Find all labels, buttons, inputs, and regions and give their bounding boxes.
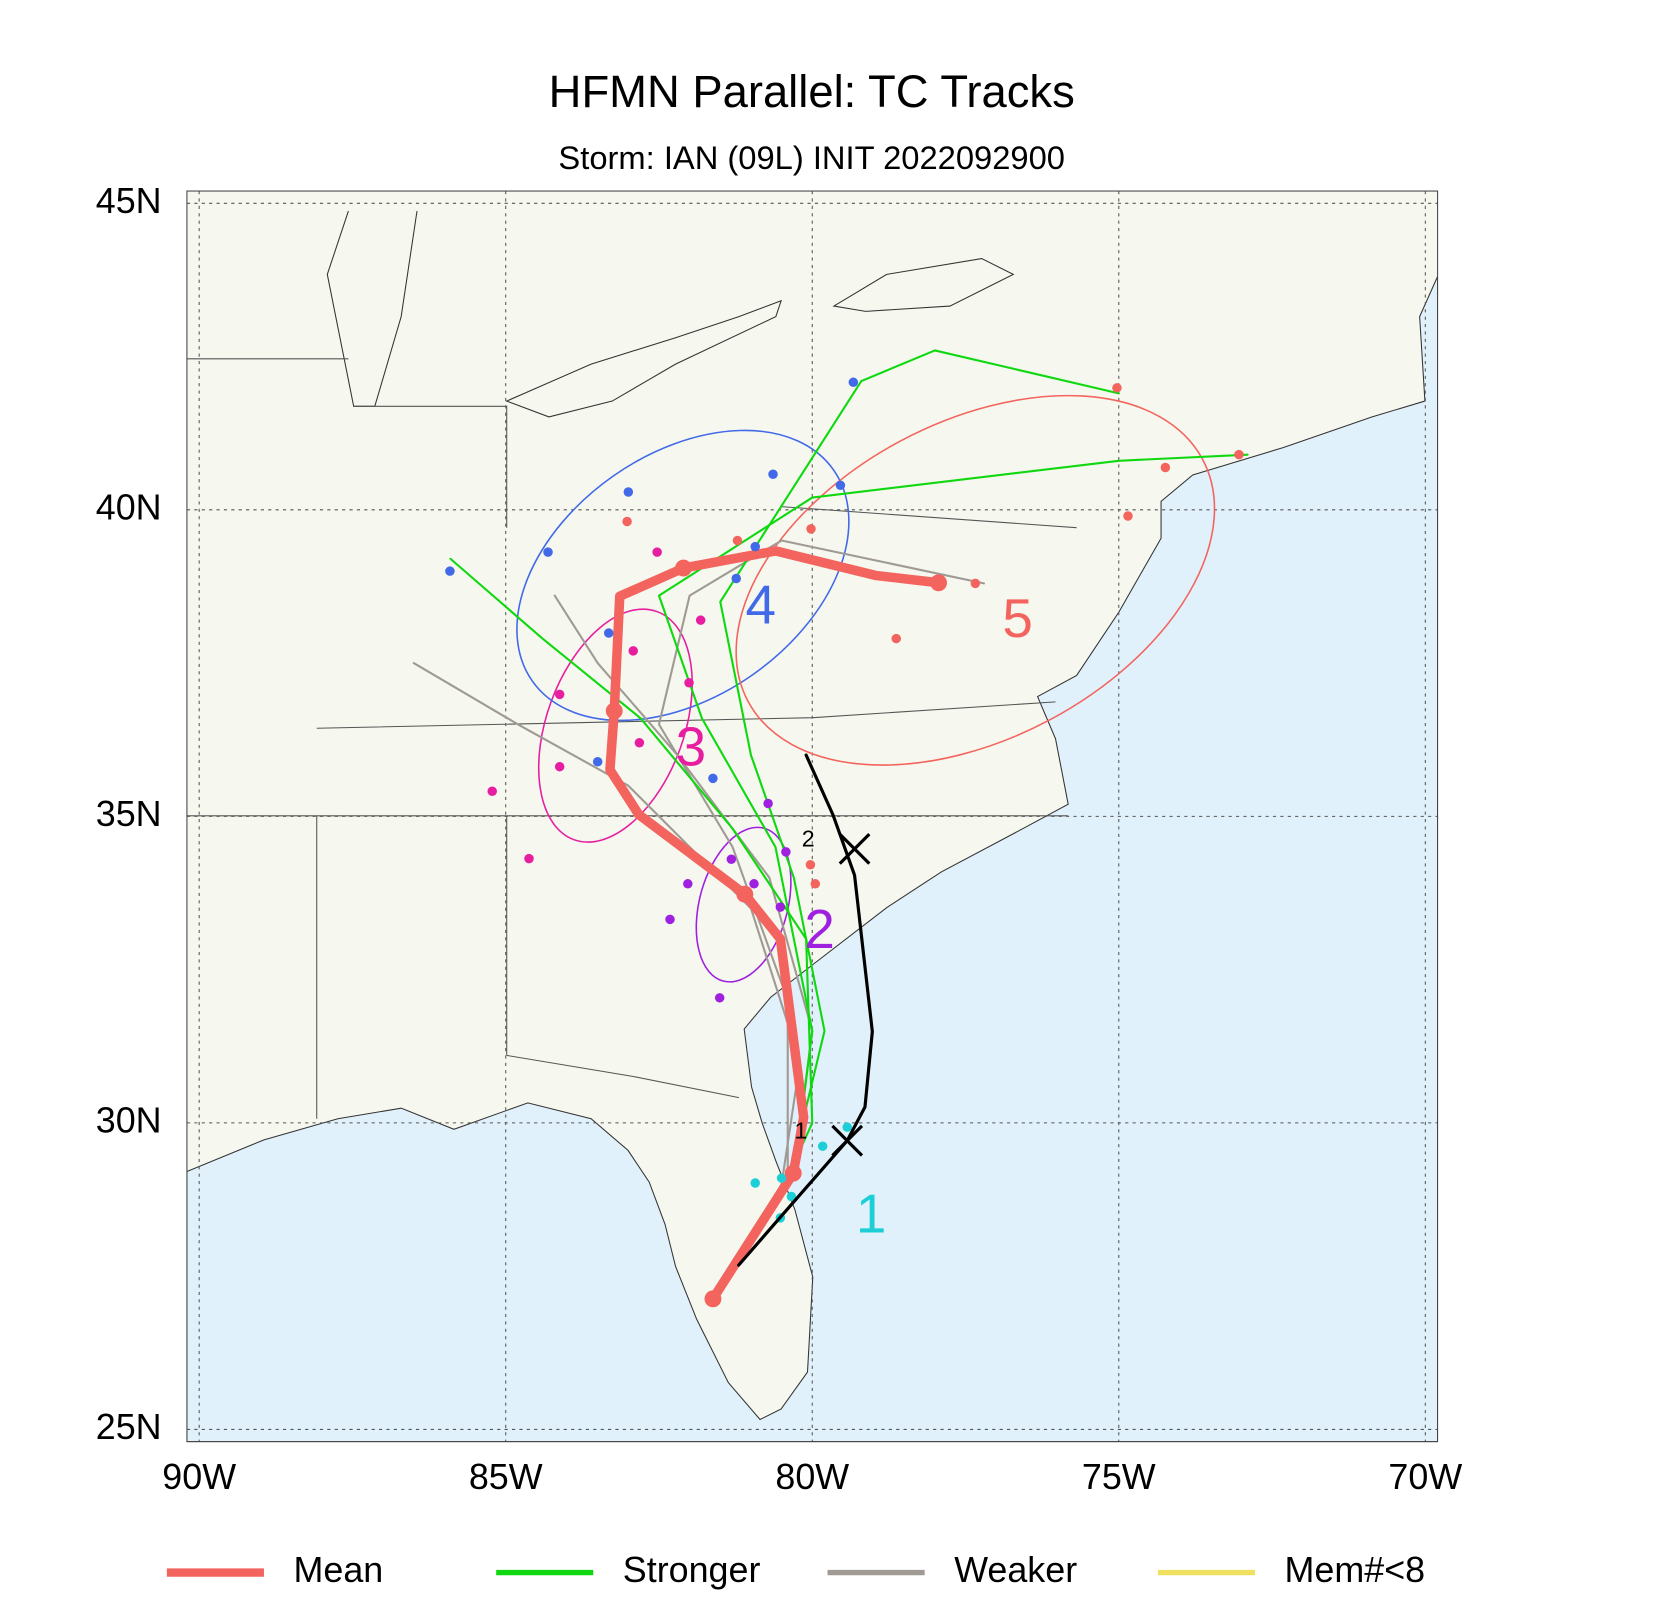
member-point (842, 1122, 852, 1132)
x-tick-label: 85W (469, 1457, 543, 1497)
day-label: 4 (745, 574, 776, 636)
member-point (776, 1173, 787, 1183)
mean-point (736, 885, 754, 903)
member-point (554, 689, 565, 700)
member-point (543, 547, 553, 557)
member-point (848, 377, 859, 388)
map-area: 1 2 1 2 3 4 5 (186, 191, 1438, 1442)
legend: Mean Stronger Weaker Mem#<8 (166, 1550, 1426, 1590)
member-point (970, 578, 981, 589)
member-point (634, 738, 645, 748)
y-tick-label: 25N (96, 1407, 162, 1447)
mean-point (605, 702, 623, 720)
member-point (810, 879, 821, 889)
day-label: 5 (1002, 587, 1033, 649)
best-track-marker (838, 832, 871, 865)
member-point (749, 879, 759, 889)
mean-point (930, 574, 947, 592)
best-track-marker (831, 1124, 864, 1157)
day-label: 2 (804, 898, 835, 960)
mean-track (605, 546, 944, 1304)
y-tick-label: 30N (96, 1100, 162, 1140)
member-point (708, 773, 718, 784)
member-point (768, 469, 778, 480)
ocean (186, 276, 1438, 1442)
x-tick-label: 75W (1082, 1457, 1156, 1497)
member-point (1160, 462, 1171, 473)
legend-label: Stronger (623, 1550, 761, 1590)
legend-label: Mean (294, 1550, 384, 1590)
y-tick-label: 40N (96, 487, 162, 527)
title: HFMN Parallel: TC Tracks (549, 66, 1075, 117)
legend-label: Weaker (954, 1550, 1077, 1590)
member-point (623, 487, 634, 497)
member-point (665, 914, 675, 925)
tracks: 1 2 1 2 3 4 5 (412, 349, 1249, 1308)
member-point (775, 902, 786, 912)
member-point (554, 761, 565, 772)
day-label: 1 (856, 1182, 887, 1244)
member-point (628, 646, 638, 656)
mean-point (784, 1164, 802, 1182)
member-point (592, 757, 603, 767)
member-point (487, 786, 497, 796)
uncertainty-ellipse (516, 429, 850, 722)
best-track (737, 753, 874, 1267)
uncertainty-ellipse (537, 608, 693, 843)
member-point (805, 860, 816, 870)
grid (186, 191, 1438, 1442)
legend-label: Mem#<8 (1285, 1550, 1426, 1590)
x-tick-label: 80W (775, 1457, 849, 1497)
axes: 90W 85W 80W 75W 70W 25N 30N 35N 40N 45N (96, 181, 1463, 1497)
member-point (750, 1178, 760, 1188)
day-label: 3 (676, 715, 707, 777)
member-point (891, 633, 901, 644)
y-tick-label: 35N (96, 794, 162, 834)
member-point (714, 993, 725, 1003)
member-point (524, 853, 534, 864)
mean-point (675, 559, 692, 577)
member-point (731, 573, 741, 584)
x-tick-label: 90W (162, 1457, 236, 1497)
y-tick-label: 45N (96, 181, 162, 221)
mean-point (704, 1290, 722, 1308)
member-point (786, 1191, 797, 1202)
member-point (726, 854, 737, 865)
member-point (622, 516, 632, 527)
best-track-label: 1 (794, 1117, 807, 1143)
member-point (652, 547, 662, 557)
member-point (750, 541, 760, 552)
member-point (1234, 449, 1244, 460)
member-point (683, 879, 693, 889)
member-point (1112, 383, 1122, 393)
best-track-label: 2 (802, 826, 815, 852)
member-point (732, 535, 743, 546)
member-point (817, 1141, 828, 1151)
subtitle: Storm: IAN (09L) INIT 2022092900 (558, 139, 1065, 176)
member-point (603, 628, 614, 638)
member-point (695, 615, 706, 625)
member-point (684, 677, 694, 688)
frame (186, 190, 1439, 1443)
x-tick-label: 70W (1388, 1457, 1462, 1497)
member-point (806, 524, 816, 534)
uncertainty-ellipse (735, 394, 1216, 766)
member-point (1123, 511, 1133, 521)
member-point (763, 798, 773, 809)
member-point (781, 847, 791, 857)
member-point (835, 480, 846, 491)
member-point (445, 566, 455, 576)
